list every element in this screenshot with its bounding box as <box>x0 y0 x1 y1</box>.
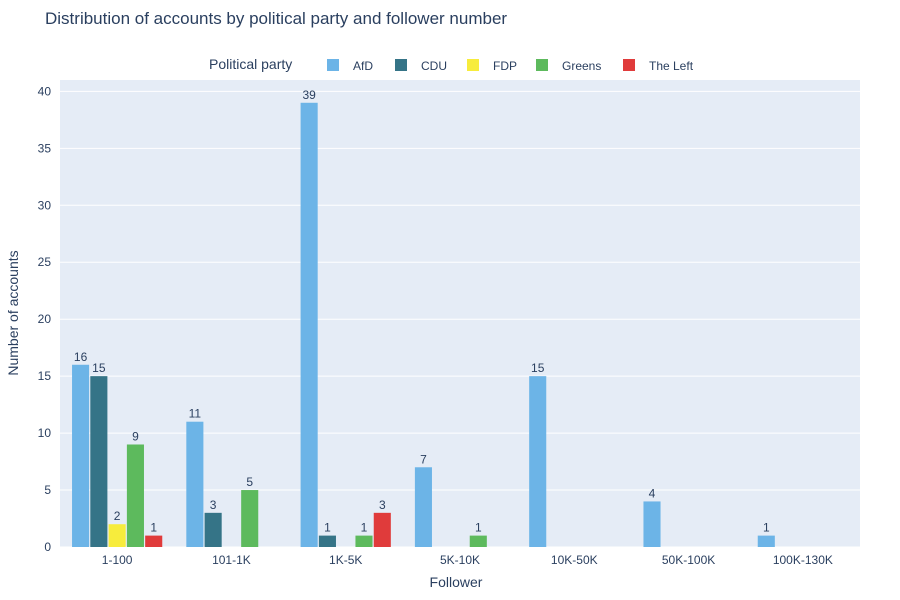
bar-value-label: 7 <box>420 452 427 466</box>
bar-value-label: 1 <box>324 521 331 535</box>
bar <box>145 535 163 547</box>
x-axis-ticks: 1-100 101-1K 1K-5K 5K-10K 10K-50K 50K-100K 100… <box>102 553 833 567</box>
legend-swatch <box>327 59 339 71</box>
bar <box>355 535 373 547</box>
bar <box>186 421 204 547</box>
x-tick-label: 1-100 <box>102 553 133 567</box>
y-tick-label: 5 <box>44 483 51 497</box>
bar-value-label: 9 <box>132 429 139 443</box>
legend-swatch <box>395 59 407 71</box>
bar-value-label: 15 <box>531 361 545 375</box>
y-tick-label: 15 <box>38 369 52 383</box>
y-tick-label: 40 <box>38 84 52 98</box>
bar-value-label: 2 <box>114 509 121 523</box>
x-tick-label: 100K-130K <box>773 553 833 567</box>
bar <box>469 535 487 547</box>
legend: Political party AfD CDU FDP Greens The Left <box>209 56 694 73</box>
y-tick-label: 0 <box>44 540 51 554</box>
x-tick-label: 101-1K <box>212 553 251 567</box>
legend-swatch <box>536 59 548 71</box>
bar-value-label: 39 <box>302 88 316 102</box>
bar <box>241 490 259 547</box>
bar-value-label: 4 <box>649 486 656 500</box>
bar <box>90 376 108 547</box>
legend-swatch <box>467 59 479 71</box>
x-tick-label: 50K-100K <box>662 553 715 567</box>
bar <box>72 364 90 547</box>
bar <box>126 444 144 547</box>
bar-value-label: 1 <box>361 521 368 535</box>
legend-label: The Left <box>649 59 694 73</box>
bar-value-label: 16 <box>74 350 88 364</box>
legend-label: CDU <box>421 59 447 73</box>
bars <box>72 102 775 547</box>
bar <box>529 376 547 547</box>
bar-value-label: 1 <box>763 521 770 535</box>
bar-value-label: 5 <box>246 475 253 489</box>
legend-label: Greens <box>562 59 601 73</box>
bar-value-label: 3 <box>379 498 386 512</box>
y-tick-label: 25 <box>38 255 52 269</box>
y-tick-label: 35 <box>38 141 52 155</box>
bar <box>300 102 318 547</box>
bar <box>204 512 222 547</box>
x-tick-label: 5K-10K <box>440 553 480 567</box>
bar <box>643 501 661 547</box>
x-tick-label: 1K-5K <box>329 553 362 567</box>
bar <box>108 524 126 547</box>
y-axis-ticks: 0 5 10 15 20 25 30 35 40 <box>38 84 52 554</box>
bar <box>757 535 775 547</box>
legend-label: AfD <box>353 59 373 73</box>
bar-value-label: 1 <box>475 521 482 535</box>
x-tick-label: 10K-50K <box>551 553 598 567</box>
legend-title: Political party <box>209 56 292 72</box>
legend-swatch <box>623 59 635 71</box>
y-tick-label: 30 <box>38 198 52 212</box>
bar <box>373 512 391 547</box>
y-axis-title: Number of accounts <box>5 250 21 375</box>
bar-value-label: 11 <box>189 407 202 421</box>
y-tick-label: 20 <box>38 312 52 326</box>
bar-value-label: 3 <box>210 498 217 512</box>
legend-label: FDP <box>493 59 517 73</box>
bar <box>414 467 432 547</box>
plot-area <box>60 80 860 547</box>
chart-title: Distribution of accounts by political pa… <box>45 9 507 28</box>
bar-value-label: 15 <box>92 361 106 375</box>
x-axis-title: Follower <box>430 574 483 590</box>
y-tick-label: 10 <box>38 426 52 440</box>
legend-items: AfD CDU FDP Greens The Left <box>327 59 694 73</box>
bar <box>318 535 336 547</box>
bar-value-label: 1 <box>150 521 157 535</box>
